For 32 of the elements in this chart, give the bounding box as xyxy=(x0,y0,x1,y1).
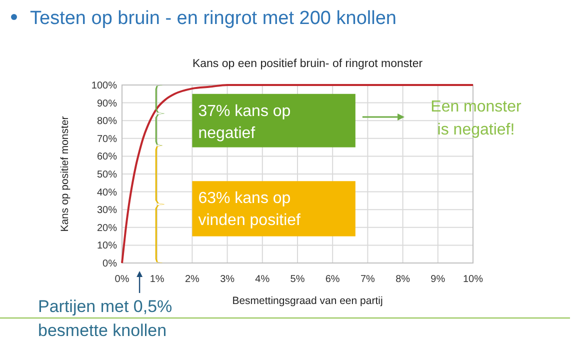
text-box: 37% kans op negatief xyxy=(192,94,356,148)
annotation: 63% kans op vinden positief xyxy=(198,190,302,230)
y-tick-label: 80% xyxy=(96,116,118,128)
y-axis-title: Kans op positief monster xyxy=(59,116,71,232)
x-tick-label: 0% xyxy=(114,274,130,285)
x-tick-label: 4% xyxy=(255,274,270,285)
y-tick-label: 20% xyxy=(96,222,118,234)
x-axis-title: Besmettingsgraad van een partij xyxy=(232,295,383,307)
x-tick-label: 7% xyxy=(360,274,376,285)
text-box: 63% kans op vinden positief xyxy=(192,181,356,236)
y-tick-label: 40% xyxy=(96,187,118,198)
y-tick-label: 50% xyxy=(96,170,118,180)
text: Partijen met 0,5% besmette knollen xyxy=(38,297,172,340)
x-tick-label: 8% xyxy=(396,274,410,285)
annotation: Een monster is negatief! xyxy=(430,98,522,139)
x-tick-label: 1% xyxy=(150,274,164,285)
y-tick-label: 0% xyxy=(102,258,118,270)
y-tick-label: 30% xyxy=(96,205,118,216)
y-tick-label: 60% xyxy=(96,152,118,163)
y-tick-label: 90% xyxy=(96,98,118,110)
x-tick-label: 9% xyxy=(430,274,446,285)
chart-subtitle: Kans op een positief bruin- of ringrot monster xyxy=(192,58,423,70)
x-tick-label: 5% xyxy=(290,274,305,285)
x-tick-label: 10% xyxy=(462,274,484,285)
x-tick-label: 6% xyxy=(325,274,340,285)
y-tick-label: 100% xyxy=(91,80,118,92)
x-tick-label: 2% xyxy=(184,274,200,285)
y-tick-label: 10% xyxy=(96,240,118,252)
chart-title: Testen op bruin - en ringrot met 200 knollen xyxy=(30,8,396,29)
x-tick-label: 3% xyxy=(220,274,235,285)
annotation: 37% kans op negatief xyxy=(198,102,291,142)
y-tick-label: 70% xyxy=(96,134,118,145)
